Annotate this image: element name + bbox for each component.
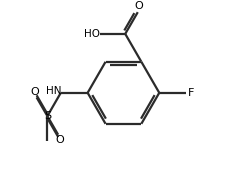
Text: O: O [134, 1, 143, 11]
Text: O: O [31, 87, 40, 97]
Text: F: F [188, 88, 194, 98]
Text: S: S [44, 111, 51, 121]
Text: HN: HN [46, 86, 61, 96]
Text: O: O [55, 135, 64, 145]
Text: HO: HO [84, 29, 100, 39]
